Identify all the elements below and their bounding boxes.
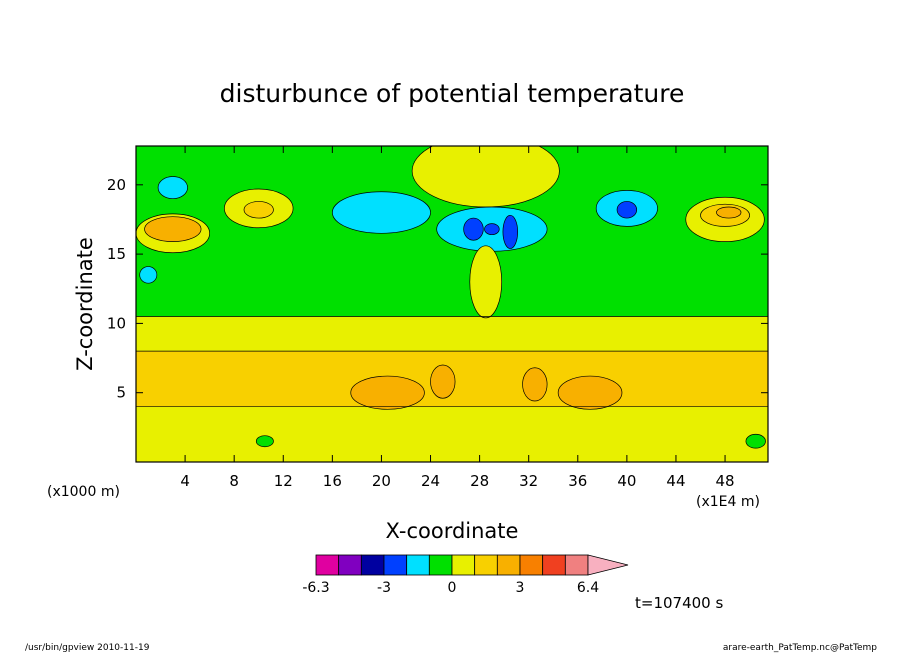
x-tick-label: 8 <box>229 472 239 490</box>
plot-frame <box>135 145 769 463</box>
colorbar-swatch <box>451 554 476 576</box>
contour-region-24 <box>616 201 638 219</box>
colorbar-swatch <box>360 554 385 576</box>
contour-band-0 <box>136 406 768 462</box>
colorbar-swatch <box>315 554 340 576</box>
colorbar-swatch <box>564 554 589 576</box>
x-tick-label: 32 <box>519 472 538 490</box>
colorbar-swatch <box>338 554 362 576</box>
colorbar-swatch <box>542 554 566 576</box>
contour-region-20 <box>139 266 158 284</box>
time-label: t=107400 s <box>635 594 723 612</box>
contour-region-5 <box>557 375 623 410</box>
x-unit-left: (x1000 m) <box>47 484 120 500</box>
colorbar-tick-label: -3 <box>377 580 391 596</box>
x-tick-label: 16 <box>323 472 342 490</box>
footer-left: /usr/bin/gpview 2010-11-19 <box>25 643 150 653</box>
contour-region-26 <box>255 435 274 448</box>
contour-region-6 <box>430 364 456 399</box>
x-tick-label: 28 <box>470 472 489 490</box>
contour-region-25 <box>469 245 503 319</box>
contour-region-14 <box>243 201 274 219</box>
contour-region-21 <box>463 217 484 241</box>
x-tick-label: 12 <box>274 472 293 490</box>
colorbar-swatch <box>383 554 408 576</box>
chart-title: disturbunce of potential temperature <box>220 79 685 108</box>
x-tick-label: 4 <box>180 472 190 490</box>
x-tick-label: 48 <box>716 472 735 490</box>
x-tick-label: 44 <box>666 472 685 490</box>
contour-region-17 <box>331 191 431 234</box>
colorbar-tick-label: 3 <box>516 580 525 596</box>
colorbar <box>315 554 629 576</box>
colorbar-labels: -6.3 -3 0 3 6.4 <box>302 580 599 596</box>
y-tick-label: 15 <box>107 245 126 263</box>
x-tick-label: 36 <box>568 472 587 490</box>
contour-region-22 <box>502 214 519 249</box>
contour-region-12 <box>716 206 742 219</box>
contour-region-7 <box>522 367 548 402</box>
y-tick-label: 10 <box>107 314 126 332</box>
contour-region-23 <box>484 223 500 236</box>
colorbar-tick-label: -6.3 <box>302 580 329 596</box>
contour-region-27 <box>745 433 766 449</box>
x-tick-label: 24 <box>421 472 440 490</box>
y-axis-label: Z-coordinate <box>73 237 97 371</box>
colorbar-swatch <box>474 554 498 576</box>
colorbar-extension <box>587 554 629 576</box>
y-axis-ticks: 5 10 15 20 <box>107 176 768 402</box>
y-tick-label: 5 <box>116 384 126 402</box>
contour-region-19 <box>157 176 188 200</box>
colorbar-swatch <box>519 554 544 576</box>
x-unit-right: (x1E4 m) <box>696 494 760 510</box>
contour-field <box>136 146 768 462</box>
colorbar-tick-label: 0 <box>448 580 457 596</box>
colorbar-tick-label: 6.4 <box>577 580 599 596</box>
footer-right: arare-earth_PatTemp.nc@PatTemp <box>723 643 877 653</box>
plot-area <box>135 145 769 463</box>
x-axis-ticks: 4 8 12 16 20 24 28 32 36 40 44 48 <box>180 146 735 490</box>
colorbar-swatch <box>496 554 521 576</box>
x-axis-label: X-coordinate <box>386 519 519 543</box>
contour-region-4 <box>350 375 425 410</box>
colorbar-swatch <box>406 554 430 576</box>
x-tick-label: 20 <box>372 472 391 490</box>
y-tick-label: 20 <box>107 176 126 194</box>
x-tick-label: 40 <box>617 472 636 490</box>
contour-band-2 <box>136 316 768 352</box>
colorbar-swatch <box>428 554 453 576</box>
contour-region-9 <box>144 216 202 242</box>
